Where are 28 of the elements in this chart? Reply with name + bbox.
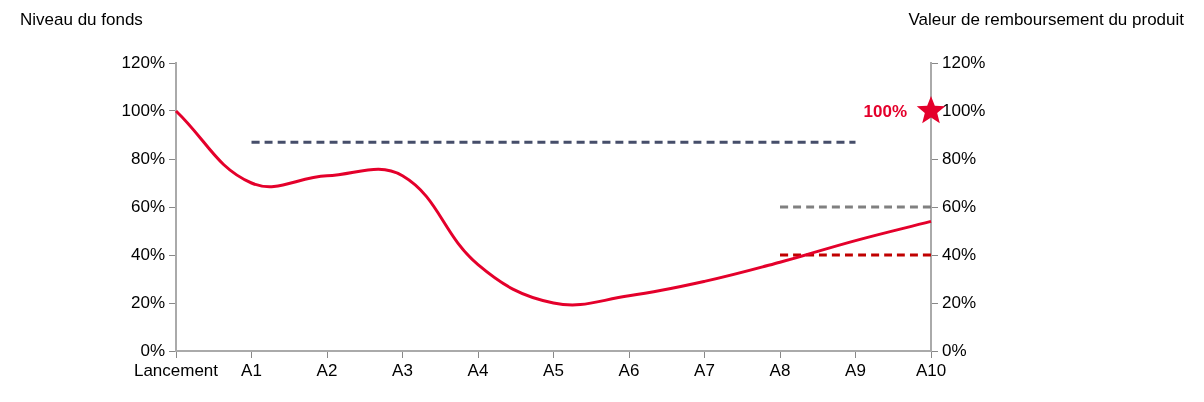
y2-tick-label: 60% — [942, 196, 977, 216]
x-tick-label: A8 — [769, 360, 791, 380]
y2-tick-label: 20% — [942, 292, 977, 312]
y-tick-label: 120% — [121, 52, 165, 72]
x-tick-label: A6 — [618, 360, 640, 380]
y2-axis-title: Valeur de remboursement du produit — [908, 10, 1184, 30]
y2-tick-label: 100% — [942, 100, 986, 120]
data-label: 100% — [863, 101, 907, 121]
x-tick-label: A1 — [241, 360, 262, 380]
y-tick-label: 60% — [130, 196, 165, 216]
y-axis-title: Niveau du fonds — [20, 10, 143, 30]
x-tick-label: A9 — [845, 360, 866, 380]
y2-tick-label: 0% — [942, 340, 967, 360]
x-tick-label: A2 — [316, 360, 338, 380]
y2-tick-label: 40% — [942, 244, 977, 264]
x-tick-label: Lancement — [133, 360, 219, 380]
x-tick-label: A5 — [543, 360, 564, 380]
y-tick-label: 40% — [130, 244, 165, 264]
y2-tick-label: 80% — [942, 148, 977, 168]
x-tick-label: A4 — [467, 360, 489, 380]
y-tick-label: 20% — [130, 292, 165, 312]
y2-tick-label: 120% — [942, 52, 986, 72]
y-tick-label: 100% — [121, 100, 165, 120]
y-tick-label: 0% — [140, 340, 165, 360]
x-tick-label: A3 — [392, 360, 413, 380]
x-tick-label: A7 — [694, 360, 715, 380]
y-tick-label: 80% — [130, 148, 165, 168]
x-tick-label: A10 — [915, 360, 947, 380]
